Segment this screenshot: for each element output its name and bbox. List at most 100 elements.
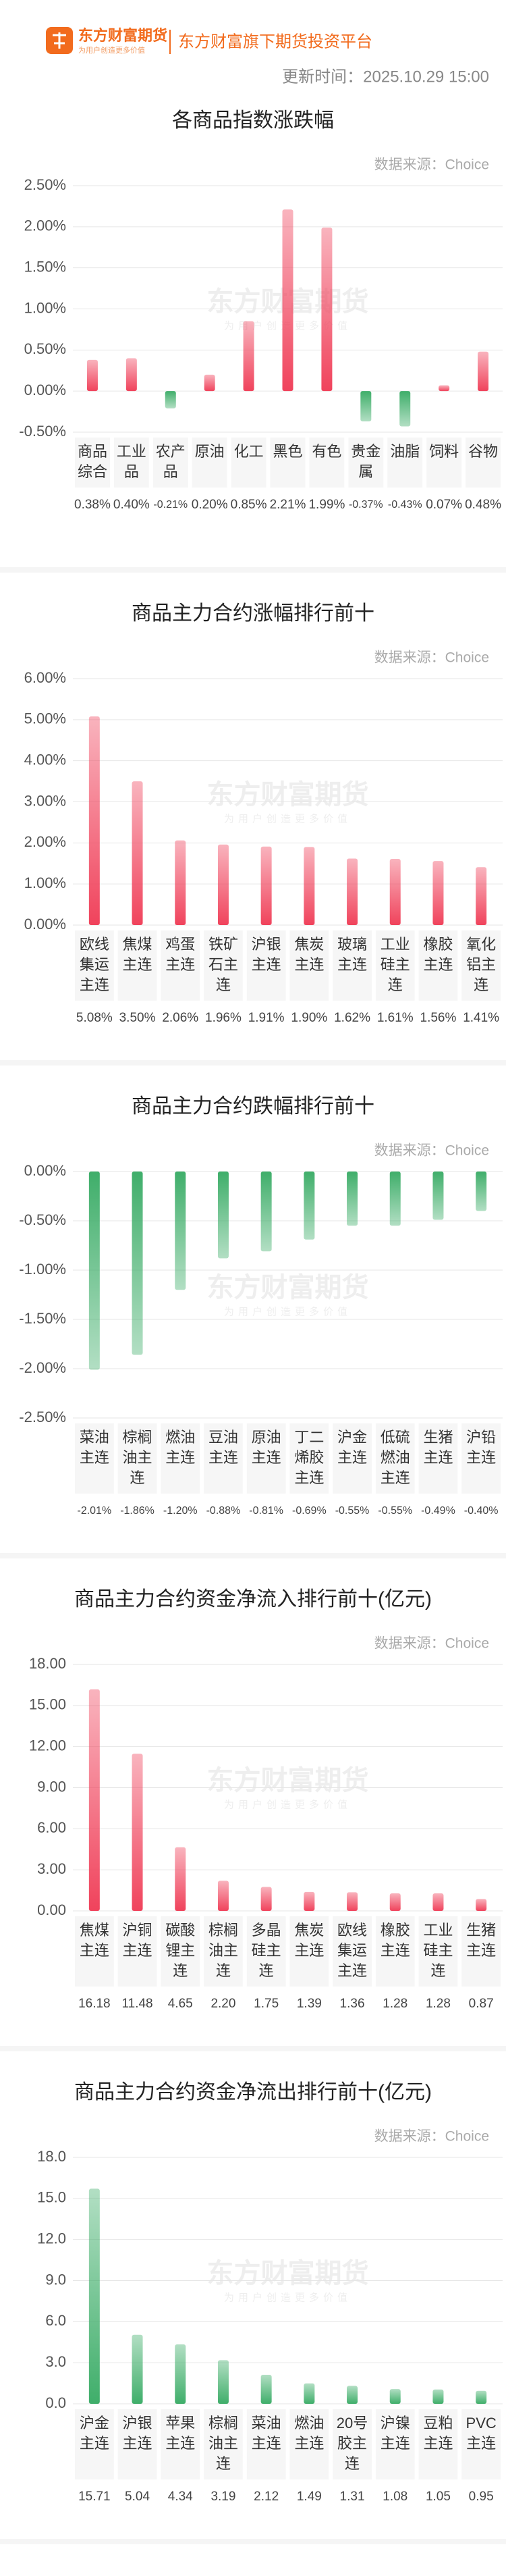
bar (132, 1754, 143, 1911)
x-tick-label: 沪银主连 (252, 936, 281, 973)
bar (132, 781, 143, 925)
category-box (461, 930, 501, 1001)
bar (304, 847, 315, 925)
category-box (204, 1916, 243, 1987)
bar (304, 1172, 315, 1240)
bar (476, 867, 487, 925)
category-box (117, 930, 157, 1001)
value-label: 0.38% (74, 498, 111, 512)
y-tick-label: 12.0 (37, 2230, 66, 2246)
category-box (75, 1423, 114, 1494)
y-tick-label: 9.0 (45, 2271, 66, 2288)
category-box (333, 1423, 372, 1494)
bar (304, 2383, 315, 2404)
bar (175, 1172, 186, 1290)
value-label: 1.49 (297, 2490, 322, 2504)
section-separator (0, 567, 506, 573)
x-tick-label: 焦煤主连 (123, 936, 152, 973)
section-separator (0, 2539, 506, 2544)
value-label: -0.37% (349, 499, 383, 510)
value-label: 2.20 (210, 1997, 235, 2011)
value-label: 1.96% (205, 1011, 242, 1025)
x-tick-label: 饲料 (429, 443, 459, 460)
y-tick-label: 6.00 (37, 1819, 66, 1836)
bar (260, 1887, 272, 1911)
y-tick-label: 18.0 (37, 2148, 66, 2165)
value-label: 11.48 (121, 1997, 152, 2011)
x-tick-label: 沪金主连 (80, 2415, 109, 2452)
category-box (461, 1423, 501, 1494)
data-source: 数据来源：Choice (374, 1143, 489, 1159)
value-label: 2.21% (270, 498, 306, 512)
x-tick-label: 鸡蛋主连 (165, 936, 195, 973)
category-box (333, 930, 372, 1001)
bar (432, 1893, 444, 1911)
chart-title: 各商品指数涨跌幅 (172, 109, 334, 132)
bar (88, 1689, 100, 1911)
category-box (418, 1916, 458, 1987)
category-box (387, 438, 423, 488)
x-tick-label: 油脂 (390, 443, 420, 460)
category-box (246, 1916, 286, 1987)
bar (476, 1172, 487, 1211)
y-tick-label: -2.00% (19, 1359, 66, 1376)
watermark: 东方财富期货 (207, 1273, 369, 1303)
category-box (289, 1916, 329, 1987)
value-label: 1.56% (420, 1011, 457, 1025)
x-tick-label: 沪铅主连 (466, 1429, 496, 1466)
bar (321, 228, 333, 392)
bar (399, 391, 411, 427)
x-tick-label: 贵金属 (351, 443, 381, 480)
category-box (204, 930, 243, 1001)
x-tick-label: 工业硅主连 (381, 936, 410, 993)
y-tick-label: 0.00% (24, 1162, 66, 1179)
category-box (289, 2409, 329, 2479)
category-box (75, 1916, 114, 1987)
y-tick-label: 1.50% (24, 258, 66, 275)
x-tick-label: 生猪主连 (466, 1922, 496, 1959)
bar (175, 840, 186, 925)
x-tick-label: 焦煤主连 (80, 1922, 109, 1959)
value-label: -0.21% (153, 499, 188, 510)
watermark: 东方财富期货 (207, 780, 369, 810)
watermark-sub: 为用户创造更多价值 (224, 1306, 352, 1317)
bar (476, 2390, 487, 2404)
bar (389, 1893, 401, 1911)
value-label: -0.88% (206, 1505, 241, 1517)
x-tick-label: 菜油主连 (80, 1429, 109, 1466)
data-source: 数据来源：Choice (374, 650, 489, 666)
y-tick-label: 1.00% (24, 874, 66, 891)
y-tick-label: -0.50% (19, 1211, 66, 1228)
bar (217, 2360, 229, 2404)
y-tick-label: 3.0 (45, 2353, 66, 2370)
value-label: 0.87 (469, 1997, 494, 2011)
y-tick-label: 18.00 (29, 1655, 66, 1672)
x-tick-label: 豆油主连 (208, 1429, 238, 1466)
x-tick-label: 沪铜主连 (123, 1922, 152, 1959)
y-tick-label: 3.00 (37, 1860, 66, 1877)
value-label: -0.81% (249, 1505, 283, 1517)
category-box (246, 1423, 286, 1494)
bar (432, 861, 444, 925)
data-source: 数据来源：Choice (374, 2129, 489, 2145)
bar (88, 1172, 100, 1370)
value-label: 1.99% (308, 498, 345, 512)
x-tick-label: 欧线集运主连 (80, 936, 109, 993)
value-label: 1.05 (426, 2490, 451, 2504)
bar (282, 209, 293, 392)
x-tick-label: 燃油主连 (294, 2415, 324, 2452)
watermark: 东方财富期货 (207, 1766, 369, 1795)
category-box (333, 1916, 372, 1987)
value-label: 0.20% (192, 498, 228, 512)
category-box (289, 1423, 329, 1494)
x-tick-label: 碳酸锂主连 (165, 1922, 195, 1979)
bar (175, 2344, 186, 2404)
value-label: 1.75 (254, 1997, 279, 2011)
category-box (231, 438, 266, 488)
bar (165, 391, 176, 409)
y-tick-label: -1.00% (19, 1261, 66, 1278)
category-box (333, 2409, 372, 2479)
category-box (466, 438, 501, 488)
category-box (461, 2409, 501, 2479)
y-tick-label: 2.00% (24, 217, 66, 234)
